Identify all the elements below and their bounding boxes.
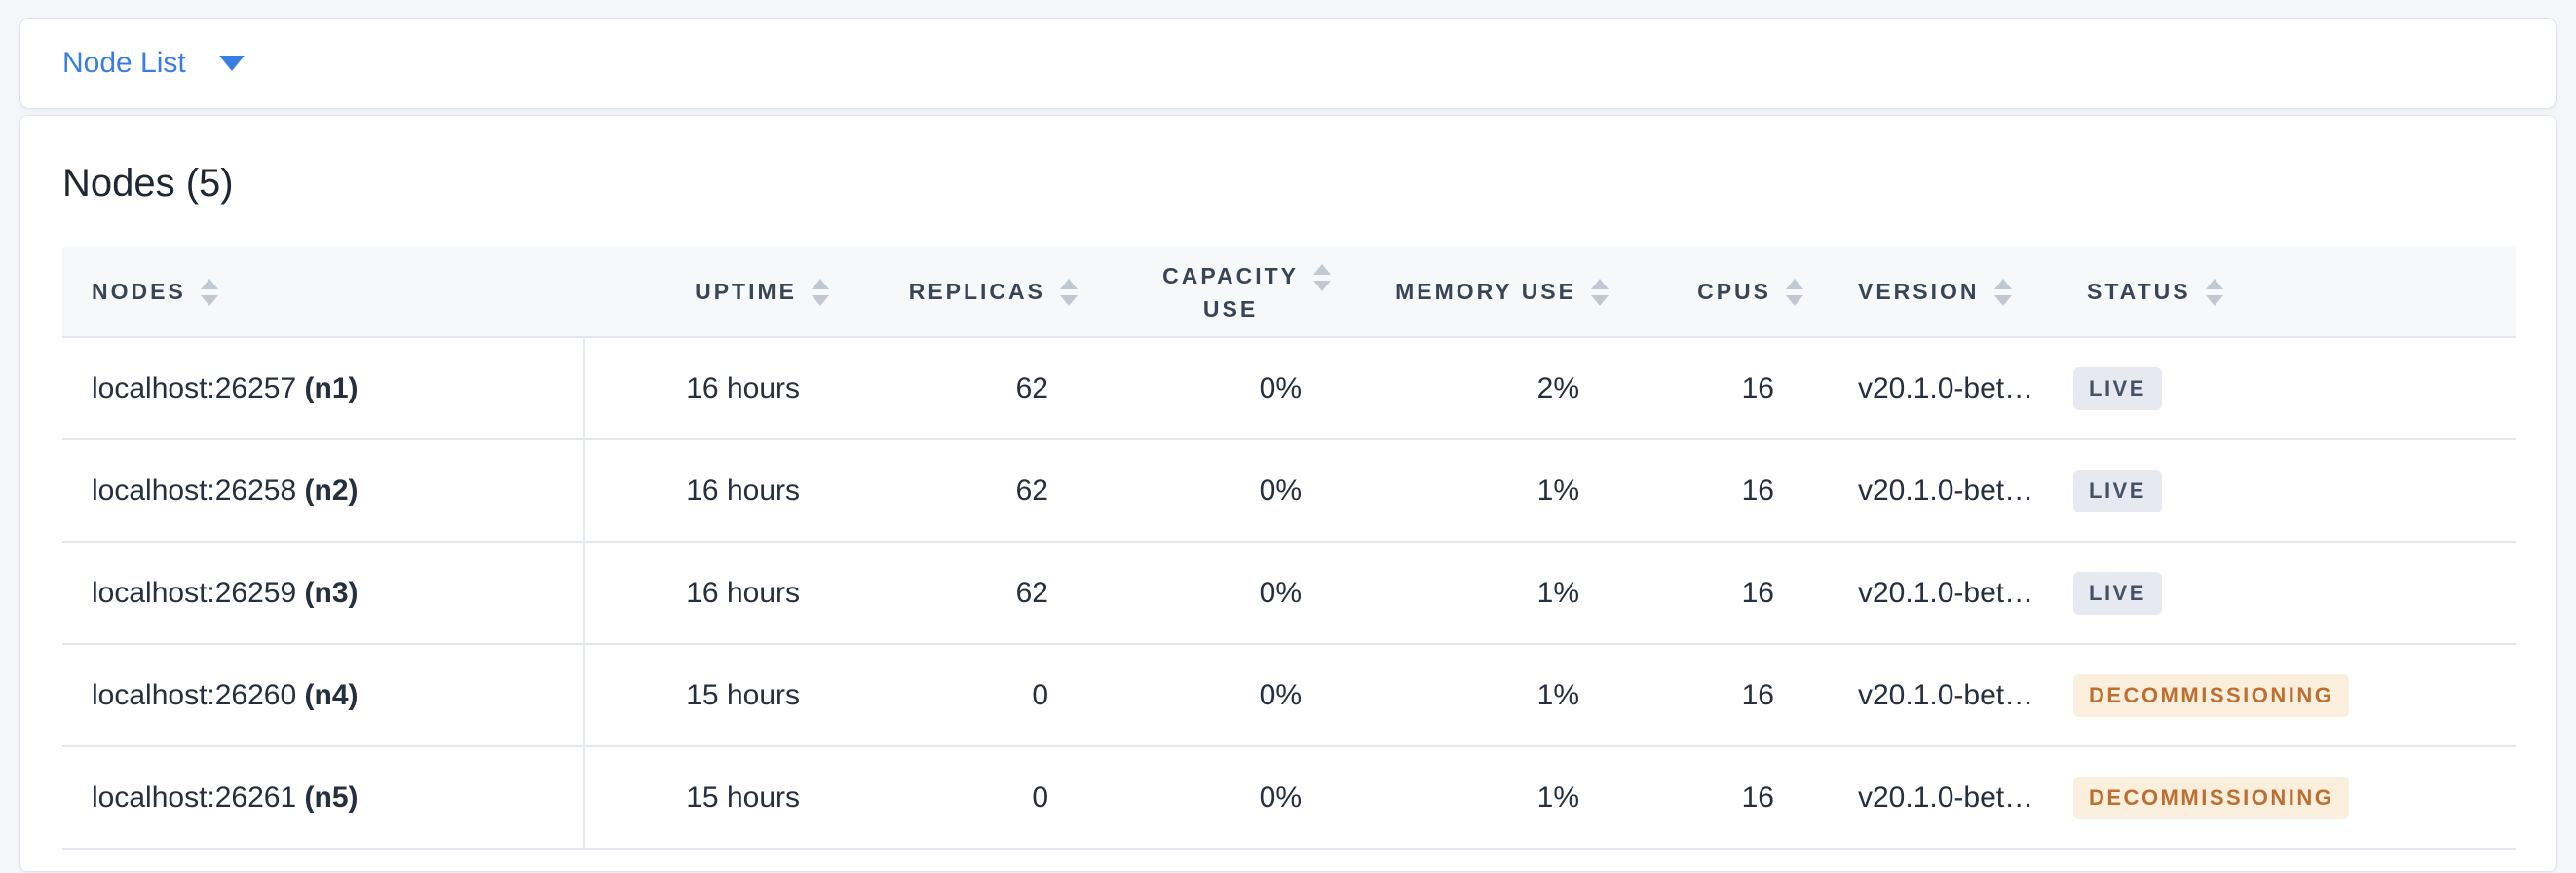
node-id: (n1) xyxy=(304,371,359,404)
column-label-status: STATUS xyxy=(2087,279,2191,304)
sort-icon[interactable] xyxy=(812,278,829,306)
status-cell: LIVE xyxy=(2060,439,2516,543)
status-badge: LIVE xyxy=(2073,571,2162,615)
node-address[interactable]: localhost:26258 xyxy=(92,474,297,507)
view-dropdown[interactable]: Node List xyxy=(62,49,245,78)
status-cell: DECOMMISSIONING xyxy=(2060,746,2516,850)
status-badge: DECOMMISSIONING xyxy=(2073,776,2350,819)
uptime-cell: 16 hours xyxy=(584,337,856,440)
replicas-cell: 62 xyxy=(856,337,1105,440)
node-address-cell: localhost:26258 (n2) xyxy=(62,439,585,543)
capacity_use-cell: 0% xyxy=(1105,439,1358,543)
status-cell: LIVE xyxy=(2060,337,2516,440)
memory_use-cell: 2% xyxy=(1358,337,1636,440)
replicas-cell: 0 xyxy=(856,746,1105,850)
column-label-nodes: NODES xyxy=(92,279,186,304)
uptime-cell: 16 hours xyxy=(584,439,856,543)
nodes-panel: Nodes (5) NODES UPTIME REPLICAS CAPACITY US… xyxy=(19,115,2557,872)
column-header-uptime[interactable]: UPTIME xyxy=(584,247,856,338)
memory_use-cell: 1% xyxy=(1358,542,1636,645)
cpus-cell: 16 xyxy=(1636,439,1831,543)
sort-icon[interactable] xyxy=(1786,278,1803,306)
page-title: Nodes (5) xyxy=(62,162,234,205)
capacity_use-cell: 0% xyxy=(1105,337,1358,440)
column-label-uptime: UPTIME xyxy=(695,279,797,304)
column-header-version[interactable]: VERSION xyxy=(1831,247,2060,338)
replicas-cell: 0 xyxy=(856,644,1105,747)
capacity_use-cell: 0% xyxy=(1105,746,1358,850)
node-address-cell: localhost:26260 (n4) xyxy=(62,644,585,747)
table-body: localhost:26257 (n1) 16 hours 62 0% 2% 16 v20.… xyxy=(62,337,2516,850)
node-id: (n4) xyxy=(304,678,359,711)
status-cell: LIVE xyxy=(2060,542,2516,645)
version-cell: v20.1.0-bet… xyxy=(1831,746,2060,850)
column-label-capacity_use: CAPACITY USE xyxy=(1162,262,1299,322)
table-row: localhost:26260 (n4) 15 hours 0 0% 1% 16 v20.1… xyxy=(62,644,2516,747)
version-cell: v20.1.0-bet… xyxy=(1831,542,2060,645)
table-row: localhost:26258 (n2) 16 hours 62 0% 1% 16 v20.… xyxy=(62,439,2516,543)
table-row: localhost:26259 (n3) 16 hours 62 0% 1% 16 v20.… xyxy=(62,542,2516,645)
column-header-replicas[interactable]: REPLICAS xyxy=(856,247,1105,338)
node-address[interactable]: localhost:26259 xyxy=(92,576,297,609)
sort-icon[interactable] xyxy=(1591,278,1609,306)
node-address-cell: localhost:26259 (n3) xyxy=(62,542,585,645)
chevron-down-icon xyxy=(218,56,245,71)
node-id: (n3) xyxy=(304,576,359,609)
node-address-cell: localhost:26257 (n1) xyxy=(62,337,585,440)
memory_use-cell: 1% xyxy=(1358,644,1636,747)
column-header-capacity_use[interactable]: CAPACITY USE xyxy=(1105,247,1358,338)
status-badge: LIVE xyxy=(2073,469,2162,512)
column-header-cpus[interactable]: CPUS xyxy=(1636,247,1831,338)
column-header-memory_use[interactable]: MEMORY USE xyxy=(1358,247,1636,338)
capacity_use-cell: 0% xyxy=(1105,542,1358,645)
sort-icon[interactable] xyxy=(1060,278,1078,306)
column-label-version: VERSION xyxy=(1858,279,1980,304)
replicas-cell: 62 xyxy=(856,542,1105,645)
memory_use-cell: 1% xyxy=(1358,746,1636,850)
sort-icon[interactable] xyxy=(2205,278,2223,306)
uptime-cell: 15 hours xyxy=(584,746,856,850)
status-badge: DECOMMISSIONING xyxy=(2073,673,2350,717)
replicas-cell: 62 xyxy=(856,439,1105,543)
node-list-table: NODES UPTIME REPLICAS CAPACITY USE MEMORY US… xyxy=(62,247,2516,850)
cpus-cell: 16 xyxy=(1636,337,1831,440)
cpus-cell: 16 xyxy=(1636,644,1831,747)
status-cell: DECOMMISSIONING xyxy=(2060,644,2516,747)
sort-icon[interactable] xyxy=(1993,278,2012,306)
uptime-cell: 16 hours xyxy=(584,542,856,645)
status-badge: LIVE xyxy=(2073,366,2162,410)
capacity_use-cell: 0% xyxy=(1105,644,1358,747)
memory_use-cell: 1% xyxy=(1358,439,1636,543)
table-row: localhost:26261 (n5) 15 hours 0 0% 1% 16 v20.1… xyxy=(62,746,2516,850)
node-address[interactable]: localhost:26260 xyxy=(92,678,297,711)
column-label-memory_use: MEMORY USE xyxy=(1395,279,1576,304)
view-selector-card: Node List xyxy=(19,18,2557,109)
column-header-nodes[interactable]: NODES xyxy=(62,247,584,338)
node-address[interactable]: localhost:26261 xyxy=(92,780,297,814)
cpus-cell: 16 xyxy=(1636,542,1831,645)
column-label-replicas: REPLICAS xyxy=(908,279,1045,304)
version-cell: v20.1.0-bet… xyxy=(1831,644,2060,747)
sort-icon[interactable] xyxy=(200,278,218,306)
cpus-cell: 16 xyxy=(1636,746,1831,850)
version-cell: v20.1.0-bet… xyxy=(1831,439,2060,543)
node-id: (n2) xyxy=(304,474,359,507)
node-address[interactable]: localhost:26257 xyxy=(92,371,297,404)
column-label-cpus: CPUS xyxy=(1697,279,1771,304)
node-address-cell: localhost:26261 (n5) xyxy=(62,746,585,850)
node-id: (n5) xyxy=(304,780,359,814)
table-row: localhost:26257 (n1) 16 hours 62 0% 2% 16 v20.… xyxy=(62,337,2516,440)
uptime-cell: 15 hours xyxy=(584,644,856,747)
column-header-status[interactable]: STATUS xyxy=(2060,247,2516,338)
version-cell: v20.1.0-bet… xyxy=(1831,337,2060,440)
sort-icon[interactable] xyxy=(1313,263,1331,291)
view-dropdown-label: Node List xyxy=(62,47,186,79)
table-header: NODES UPTIME REPLICAS CAPACITY USE MEMORY US… xyxy=(62,247,2516,338)
